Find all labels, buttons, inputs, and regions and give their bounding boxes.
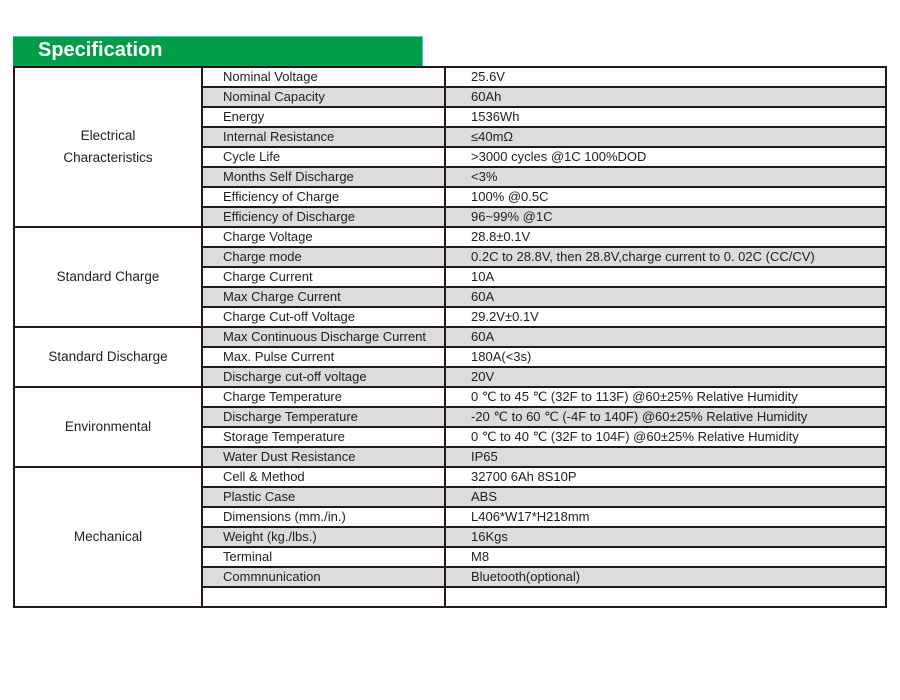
specification-header: Specification [13,36,423,66]
spec-row: Discharge cut-off voltage 20V [14,366,887,388]
spec-value: 96~99% @1C [444,206,887,228]
spec-label: Dimensions (mm./in.) [201,506,446,528]
group-label: Electrical Characteristics [13,66,203,228]
group-label-line: Standard Discharge [48,349,168,364]
group-label-line: Mechanical [73,529,143,544]
spec-value: M8 [444,546,887,568]
spec-row: Water Dust Resistance IP65 [14,446,887,468]
spec-row: Weight (kg./lbs.) 16Kgs [14,526,887,548]
spec-label: Months Self Discharge [201,166,446,188]
spec-value: ABS [444,486,887,508]
spec-value: 0.2C to 28.8V, then 28.8V,charge current… [444,246,887,268]
spec-row: Storage Temperature 0 ℃ to 40 ℃ (32F to 1… [14,426,887,448]
spec-label: Internal Resistance [201,126,446,148]
spec-label: Weight (kg./lbs.) [201,526,446,548]
spec-label: Water Dust Resistance [201,446,446,468]
spec-table: Electrical Characteristics Nominal Voltage… [13,66,887,608]
spec-value: 32700 6Ah 8S10P [444,466,887,488]
spec-row: Charge Current 10A [14,266,887,288]
spec-label: Charge mode [201,246,446,268]
spec-label [201,586,446,608]
spec-row: Commnunication Bluetooth(optional) [14,566,887,588]
spec-value: -20 ℃ to 60 ℃ (-4F to 140F) @60±25% Rela… [444,406,887,428]
spec-label: Commnunication [201,566,446,588]
spec-value [444,586,887,608]
spec-label: Nominal Capacity [201,86,446,108]
spec-row: Terminal M8 [14,546,887,568]
spec-value: 0 ℃ to 40 ℃ (32F to 104F) @60±25% Relati… [444,426,887,448]
spec-label: Discharge Temperature [201,406,446,428]
spec-label: Efficiency of Charge [201,186,446,208]
spec-row: Charge Cut-off Voltage 29.2V±0.1V [14,306,887,328]
spec-label: Energy [201,106,446,128]
spec-label: Cell & Method [201,466,446,488]
spec-row: Mechanical Cell & Method 32700 6Ah 8S10P [13,466,887,608]
spec-label: Nominal Voltage [201,66,446,88]
spec-label: Max Charge Current [201,286,446,308]
spec-row: Cycle Life >3000 cycles @1C 100%DOD [14,146,887,168]
spec-value: 29.2V±0.1V [444,306,887,328]
spec-value: IP65 [444,446,887,468]
spec-value: 16Kgs [444,526,887,548]
group-label: Standard Discharge [13,326,203,388]
group-label-line: Standard Charge [56,269,160,284]
spec-value: 60A [444,326,887,348]
group-label: Standard Charge [13,226,203,328]
spec-label: Cycle Life [201,146,446,168]
spec-value: L406*W17*H218mm [444,506,887,528]
spec-value: >3000 cycles @1C 100%DOD [444,146,887,168]
spec-row: Plastic Case ABS [14,486,887,508]
group-label: Mechanical [13,466,203,608]
spec-label: Charge Voltage [201,226,446,248]
group-label-line: Characteristics [63,150,153,165]
spec-value: 100% @0.5C [444,186,887,208]
group-label: Environmental [13,386,203,468]
spec-row: Efficiency of Discharge 96~99% @1C [14,206,887,228]
spec-value: ≤40mΩ [444,126,887,148]
spec-row: Internal Resistance ≤40mΩ [14,126,887,148]
spec-label: Efficiency of Discharge [201,206,446,228]
spec-row [14,586,887,608]
spec-label: Storage Temperature [201,426,446,448]
spec-row: Energy 1536Wh [14,106,887,128]
spec-label: Charge Temperature [201,386,446,408]
spec-label: Max. Pulse Current [201,346,446,368]
spec-value: 20V [444,366,887,388]
spec-row: Discharge Temperature -20 ℃ to 60 ℃ (-4F … [14,406,887,428]
spec-value: 0 ℃ to 45 ℃ (32F to 113F) @60±25% Relati… [444,386,887,408]
spec-label: Max Continuous Discharge Current [201,326,446,348]
spec-label: Plastic Case [201,486,446,508]
spec-label: Charge Cut-off Voltage [201,306,446,328]
spec-row: Nominal Capacity 60Ah [14,86,887,108]
group-label-line: Electrical [80,128,136,143]
spec-label: Charge Current [201,266,446,288]
spec-value: 28.8±0.1V [444,226,887,248]
spec-value: 25.6V [444,66,887,88]
spec-label: Discharge cut-off voltage [201,366,446,388]
spec-label: Terminal [201,546,446,568]
spec-row: Dimensions (mm./in.) L406*W17*H218mm [14,506,887,528]
spec-value: <3% [444,166,887,188]
header-title: Specification [38,39,163,61]
spec-value: 1536Wh [444,106,887,128]
spec-value: 60Ah [444,86,887,108]
spec-row: Electrical Characteristics Nominal Voltage… [13,66,887,228]
spec-row: Max. Pulse Current 180A(<3s) [14,346,887,368]
spec-value: Bluetooth(optional) [444,566,887,588]
spec-row: Efficiency of Charge 100% @0.5C [14,186,887,208]
group-label-line: Environmental [64,419,152,434]
spec-row: Charge mode 0.2C to 28.8V, then 28.8V,cha… [14,246,887,268]
spec-row: Standard Discharge Max Continuous Dischar… [13,326,887,388]
spec-value: 60A [444,286,887,308]
spec-row: Environmental Charge Temperature 0 ℃ to 45… [13,386,887,468]
spec-row: Max Charge Current 60A [14,286,887,308]
spec-value: 180A(<3s) [444,346,887,368]
spec-value: 10A [444,266,887,288]
spec-row: Months Self Discharge <3% [14,166,887,188]
spec-row: Standard Charge Charge Voltage 28.8±0.1V [13,226,887,328]
